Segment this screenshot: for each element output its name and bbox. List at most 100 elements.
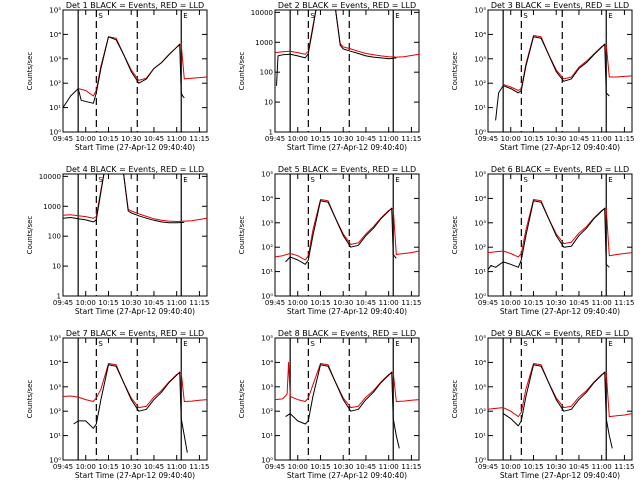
panel-2-ytick-label-3: 1000: [255, 39, 273, 47]
panel-9-title: Det 9 BLACK = Events, RED = LLD: [491, 329, 629, 338]
panel-4-series-events: [62, 173, 185, 224]
panel-3-xtick-label-0: 09:45: [478, 135, 498, 143]
panel-4-xlabel: Start Time (27-Apr-12 09:40:40): [75, 307, 195, 316]
panel-5-ytick-label-2: 10²: [261, 244, 273, 252]
panel-5-series-events: [285, 200, 397, 265]
panel-7-ytick-label-4: 10⁴: [49, 359, 61, 367]
panel-1-xtick-label-2: 10:15: [98, 135, 118, 143]
panel-3-ylabel: Counts/sec: [451, 52, 459, 91]
panel-1-title: Det 1 BLACK = Events, RED = LLD: [66, 1, 204, 10]
panel-3-xtick-label-4: 10:45: [569, 135, 589, 143]
panel-5-ytick-label-3: 10³: [261, 219, 273, 227]
panel-5-xtick-label-2: 10:15: [310, 299, 330, 307]
panel-8-series-events: [285, 364, 400, 449]
panel-6-xtick-label-3: 10:30: [546, 299, 566, 307]
panel-2-ylabel: Counts/sec: [238, 52, 246, 91]
panel-8-tag-0: S: [310, 340, 315, 348]
panel-2-frame: [274, 9, 420, 133]
panel-4-ytick-label-1: 10: [52, 263, 61, 271]
panel-4-xtick-label-4: 10:45: [144, 299, 164, 307]
panel-7-xlabel: Start Time (27-Apr-12 09:40:40): [75, 471, 195, 480]
panel-8-ytick-label-3: 10³: [261, 383, 273, 391]
panel-9-frame: [487, 337, 633, 461]
panel-1-series-events: [62, 36, 185, 108]
panel-6-xtick-label-0: 09:45: [478, 299, 498, 307]
panel-5-xlabel: Start Time (27-Apr-12 09:40:40): [287, 307, 407, 316]
panel-7-tag-1: E: [183, 340, 187, 348]
panel-7-xtick-label-6: 11:15: [189, 463, 209, 471]
panel-8-ytick-label-1: 10¹: [261, 432, 273, 440]
panel-6-xtick-label-5: 11:00: [592, 299, 612, 307]
panel-9-xtick-label-5: 11:00: [592, 463, 612, 471]
panel-4-ytick-label-2: 100: [48, 233, 61, 241]
panel-9-ytick-label-5: 10⁵: [474, 335, 486, 343]
panel-7-ytick-label-2: 10²: [49, 408, 61, 416]
panel-5-xtick-label-4: 10:45: [356, 299, 376, 307]
panel-6-tag-1: E: [608, 176, 612, 184]
panel-4-ytick-label-0: 1: [57, 293, 61, 301]
panel-5-series-lld: [274, 199, 420, 261]
panel-5-xtick-label-0: 09:45: [265, 299, 285, 307]
panel-7-ytick-label-0: 10⁰: [49, 457, 61, 465]
panel-1-xtick-label-0: 09:45: [53, 135, 73, 143]
panel-4-xtick-label-6: 11:15: [189, 299, 209, 307]
panel-8-ytick-label-5: 10⁵: [261, 335, 273, 343]
panel-5-xtick-label-6: 11:15: [401, 299, 421, 307]
panel-3-ytick-label-1: 10¹: [474, 104, 486, 112]
panel-2-xtick-label-1: 10:00: [288, 135, 308, 143]
panel-5-ylabel: Counts/sec: [238, 216, 246, 255]
panel-3-xlabel: Start Time (27-Apr-12 09:40:40): [500, 143, 620, 152]
panel-8-ytick-label-0: 10⁰: [261, 457, 273, 465]
panel-4-series-lld: [62, 173, 208, 222]
panel-2-xtick-label-3: 10:30: [333, 135, 353, 143]
panel-1-ytick-label-5: 10⁵: [49, 7, 61, 15]
panel-9-xtick-label-3: 10:30: [546, 463, 566, 471]
panel-8-ylabel: Counts/sec: [238, 380, 246, 419]
panel-8-xlabel: Start Time (27-Apr-12 09:40:40): [287, 471, 407, 480]
panel-8-frame: [274, 337, 420, 461]
panel-9-xtick-label-2: 10:15: [523, 463, 543, 471]
panel-7-xtick-label-3: 10:30: [121, 463, 141, 471]
panel-6-ytick-label-3: 10³: [474, 219, 486, 227]
panel-7-ytick-label-3: 10³: [49, 383, 61, 391]
panel-8-xtick-label-1: 10:00: [288, 463, 308, 471]
panel-1-ytick-label-0: 10⁰: [49, 129, 61, 137]
panel-4-ylabel: Counts/sec: [26, 216, 34, 255]
panel-4-xtick-label-1: 10:00: [76, 299, 96, 307]
panel-3-ytick-label-3: 10³: [474, 55, 486, 63]
panel-4-xtick-label-3: 10:30: [121, 299, 141, 307]
panel-2-title: Det 2 BLACK = Events, RED = LLD: [278, 1, 416, 10]
panel-2-ytick-label-1: 10: [264, 99, 273, 107]
panel-1-ytick-label-4: 10⁴: [49, 31, 61, 39]
panel-9-xtick-label-1: 10:00: [501, 463, 521, 471]
panel-9-ytick-label-3: 10³: [474, 383, 486, 391]
panel-1-ytick-label-2: 10²: [49, 80, 61, 88]
panel-1-xtick-label-6: 11:15: [189, 135, 209, 143]
panel-2-tag-0: S: [310, 12, 315, 20]
panel-1-ytick-label-1: 10¹: [49, 104, 61, 112]
panel-3-ytick-label-2: 10²: [474, 80, 486, 88]
panel-6-xlabel: Start Time (27-Apr-12 09:40:40): [500, 307, 620, 316]
panel-1-frame: [62, 9, 208, 133]
panel-8-xtick-label-6: 11:15: [401, 463, 421, 471]
panel-8-xtick-label-5: 11:00: [379, 463, 399, 471]
panel-8-xtick-label-2: 10:15: [310, 463, 330, 471]
panel-1-xlabel: Start Time (27-Apr-12 09:40:40): [75, 143, 195, 152]
panel-6-ytick-label-0: 10⁰: [474, 293, 486, 301]
panel-2-ytick-label-0: 1: [269, 129, 273, 137]
panel-6-frame: [487, 173, 633, 297]
panel-7-series-events: [73, 364, 188, 453]
panel-3-xtick-label-6: 11:15: [614, 135, 634, 143]
panel-9-xtick-label-0: 09:45: [478, 463, 498, 471]
panel-4-xtick-label-2: 10:15: [98, 299, 118, 307]
panel-4-xtick-label-5: 11:00: [167, 299, 187, 307]
panel-1-xtick-label-5: 11:00: [167, 135, 187, 143]
panel-6-ytick-label-1: 10¹: [474, 268, 486, 276]
panel-5-ytick-label-4: 10⁴: [261, 195, 273, 203]
panel-3-tag-0: S: [523, 12, 528, 20]
panel-9-ylabel: Counts/sec: [451, 380, 459, 419]
panel-3-xtick-label-3: 10:30: [546, 135, 566, 143]
panel-7-frame: [62, 337, 208, 461]
